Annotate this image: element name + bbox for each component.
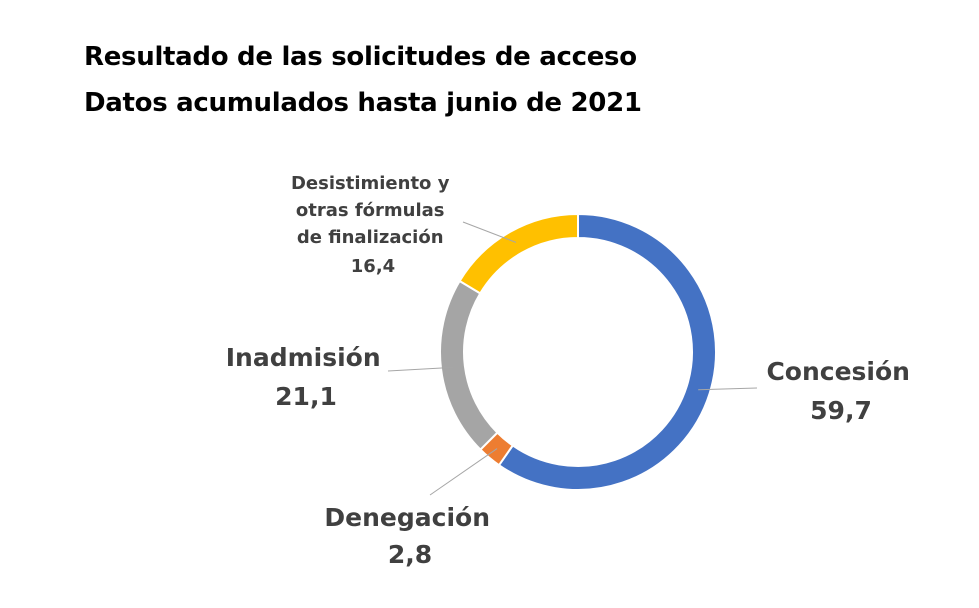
slice-label-inadmision: Inadmisión 21,1 [226,343,387,411]
slice-label-concesion: Concesión 59,7 [766,357,915,425]
slice-label-denegacion-name: Denegación [324,503,490,532]
slice-label-desistimiento-line-2: otras fórmulas [296,200,445,221]
slice-concesion [497,212,717,491]
slice-label-desistimiento: Desistimiento y otras fórmulas de finali… [291,173,455,277]
slice-label-desistimiento-line-1: Desistimiento y [291,173,450,194]
slice-label-inadmision-value: 21,1 [275,382,337,411]
slice-label-denegacion: Denegación 2,8 [324,503,495,569]
leader-line-desistimiento [462,221,517,243]
chart-title-line-1: Resultado de las solicitudes de acceso [84,42,637,72]
slice-desistimiento [458,212,579,295]
slice-label-concesion-name: Concesión [766,357,910,386]
leader-lines [387,221,758,496]
slice-label-desistimiento-line-3: de finalización [297,227,444,248]
slice-label-desistimiento-value: 16,4 [351,256,395,277]
chart-title: Resultado de las solicitudes de acceso D… [84,34,642,126]
doughnut-slices [439,212,717,491]
leader-line-denegacion [429,448,498,496]
slice-inadmision [439,279,499,451]
leader-line-concesion [698,387,758,391]
leader-line-inadmision [387,366,453,372]
slice-label-denegacion-value: 2,8 [388,540,432,569]
slice-label-concesion-value: 59,7 [810,396,872,425]
chart-title-line-2: Datos acumulados hasta junio de 2021 [84,88,642,118]
slice-label-inadmision-name: Inadmisión [226,343,381,372]
